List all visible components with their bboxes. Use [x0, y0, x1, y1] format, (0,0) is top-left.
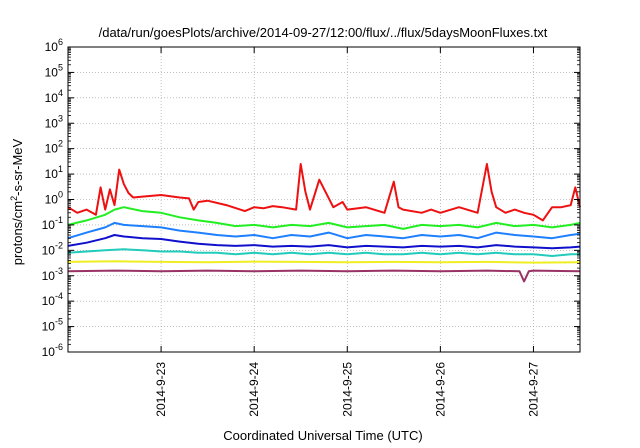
x-tick-label: 2014-9-23 — [154, 362, 168, 417]
series-line — [67, 269, 581, 283]
grid — [68, 47, 580, 352]
y-tick-base: 10 — [42, 320, 56, 334]
y-tick-label: 10-4 — [42, 291, 63, 308]
y-axis-label-sup: 2 — [9, 196, 19, 201]
y-tick-exp: -2 — [55, 240, 63, 250]
series-layer — [67, 163, 581, 283]
y-tick-exp: -3 — [55, 266, 63, 276]
series-line — [67, 221, 581, 240]
y-tick-base: 10 — [45, 40, 59, 54]
chart-title: /data/run/goesPlots/archive/2014-09-27/1… — [99, 25, 548, 40]
y-axis-label: protons/cm2-s-sr-MeV — [9, 138, 25, 265]
y-tick-exp: -5 — [55, 317, 63, 327]
y-tick-label: 10-5 — [42, 317, 63, 334]
series-line — [67, 234, 581, 250]
y-tick-base: 10 — [45, 142, 59, 156]
y-tick-labels: 10-610-510-410-310-210-11001011021031041… — [42, 37, 63, 359]
x-axis-label: Coordinated Universal Time (UTC) — [223, 428, 422, 443]
y-tick-base: 10 — [42, 294, 56, 308]
y-tick-exp: 5 — [58, 62, 63, 72]
y-tick-label: 103 — [45, 113, 63, 130]
y-tick-base: 10 — [45, 116, 59, 130]
y-tick-exp: 6 — [58, 37, 63, 47]
series-line — [67, 260, 581, 264]
y-tick-label: 100 — [45, 190, 63, 207]
y-tick-base: 10 — [45, 193, 59, 207]
y-tick-exp: -1 — [55, 215, 63, 225]
y-axis-label-rest: -s-sr-MeV — [10, 138, 25, 195]
series-line — [67, 163, 581, 222]
y-tick-base: 10 — [42, 218, 56, 232]
y-tick-exp: -4 — [55, 291, 63, 301]
y-tick-exp: 2 — [58, 139, 63, 149]
y-tick-exp: 0 — [58, 190, 63, 200]
y-tick-exp: 3 — [58, 113, 63, 123]
y-tick-label: 101 — [45, 164, 63, 181]
y-tick-base: 10 — [42, 269, 56, 283]
y-tick-base: 10 — [42, 345, 56, 359]
y-tick-label: 105 — [45, 62, 63, 79]
y-tick-exp: 1 — [58, 164, 63, 174]
y-tick-label: 10-1 — [42, 215, 63, 232]
series-line — [67, 248, 580, 257]
y-tick-label: 106 — [45, 37, 63, 54]
y-tick-label: 102 — [45, 139, 63, 156]
x-tick-label: 2014-9-27 — [526, 362, 540, 417]
y-tick-base: 10 — [45, 91, 59, 105]
x-tick-label: 2014-9-26 — [433, 362, 447, 417]
y-tick-label: 104 — [45, 88, 63, 105]
series-line — [67, 206, 581, 230]
y-tick-label: 10-6 — [42, 342, 63, 359]
y-tick-base: 10 — [45, 167, 59, 181]
x-tick-label: 2014-9-25 — [340, 362, 354, 417]
y-tick-base: 10 — [45, 65, 59, 79]
y-tick-label: 10-3 — [42, 266, 63, 283]
y-tick-exp: -6 — [55, 342, 63, 352]
y-tick-label: 10-2 — [42, 240, 63, 257]
x-tick-labels: 2014-9-23 2014-9-24 2014-9-25 2014-9-26 2014… — [154, 362, 540, 417]
y-tick-base: 10 — [42, 243, 56, 257]
axes — [67, 46, 581, 353]
y-axis-label-base: protons/cm — [10, 201, 25, 265]
y-tick-exp: 4 — [58, 88, 63, 98]
x-tick-label: 2014-9-24 — [247, 362, 261, 417]
